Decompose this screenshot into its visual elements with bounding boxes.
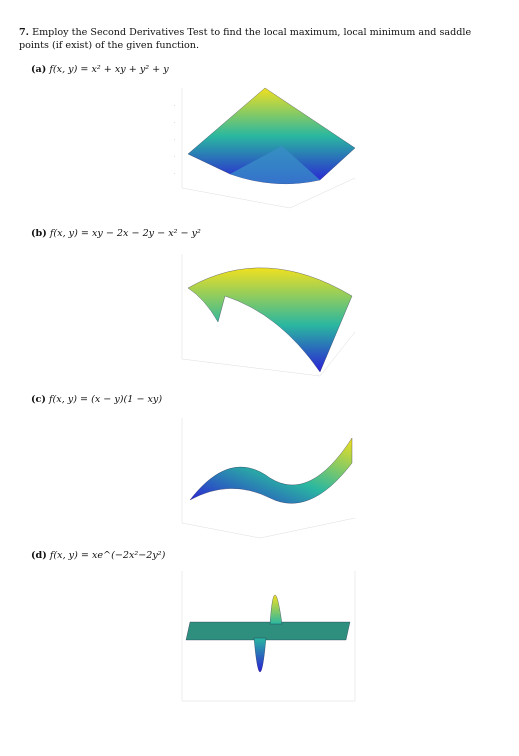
surface-b bbox=[187, 267, 353, 373]
svg-text:-: - bbox=[174, 137, 175, 141]
part-b-label: (b) bbox=[31, 228, 47, 239]
svg-text:-: - bbox=[174, 171, 175, 175]
plot-c bbox=[181, 418, 356, 539]
part-a: (a) f(x, y) = x² + xy + y² + y bbox=[31, 64, 169, 75]
peak-d bbox=[269, 594, 283, 625]
svg-text:-: - bbox=[174, 103, 175, 107]
part-d-equation: f(x, y) = xe^(−2x²−2y²) bbox=[49, 550, 166, 561]
problem-text: Employ the Second Derivatives Test to fi… bbox=[19, 27, 472, 51]
plot-b bbox=[181, 254, 356, 377]
plane-d bbox=[185, 621, 351, 641]
part-c-label: (c) bbox=[31, 394, 46, 405]
part-c: (c) f(x, y) = (x − y)(1 − xy) bbox=[31, 394, 162, 405]
part-b-equation: f(x, y) = xy − 2x − 2y − x² − y² bbox=[49, 228, 201, 239]
trough-d bbox=[253, 637, 267, 673]
part-a-label: (a) bbox=[31, 64, 47, 75]
plot-a: - - - - - bbox=[174, 87, 356, 209]
part-d: (d) f(x, y) = xe^(−2x²−2y²) bbox=[31, 550, 165, 561]
svg-text:-: - bbox=[174, 120, 175, 124]
part-a-equation: f(x, y) = x² + xy + y² + y bbox=[49, 64, 169, 75]
surface-c bbox=[189, 437, 353, 504]
problem-statement: 7. Employ the Second Derivatives Test to… bbox=[19, 26, 489, 52]
part-d-label: (d) bbox=[31, 550, 47, 561]
part-b: (b) f(x, y) = xy − 2x − 2y − x² − y² bbox=[31, 228, 201, 239]
svg-text:-: - bbox=[174, 154, 175, 158]
plot-d bbox=[181, 571, 356, 702]
part-c-equation: f(x, y) = (x − y)(1 − xy) bbox=[48, 394, 163, 405]
problem-number: 7. bbox=[19, 27, 30, 38]
